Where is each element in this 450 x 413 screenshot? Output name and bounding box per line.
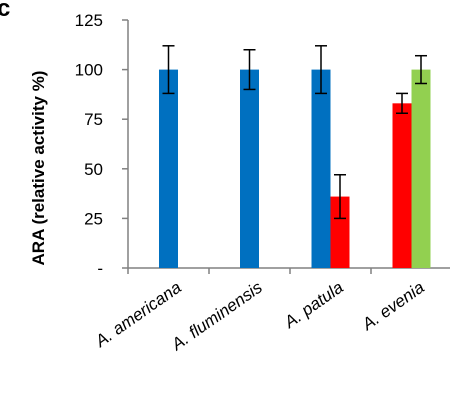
- y-tick-label: 125: [75, 11, 103, 30]
- x-tick-label: A. patula: [280, 278, 347, 333]
- y-tick-label: 50: [84, 160, 103, 179]
- error-bars: [162, 45, 427, 220]
- bar: [411, 69, 431, 268]
- bar: [392, 103, 412, 268]
- bar: [240, 69, 259, 268]
- y-ticks: - 25 50 75 100 125: [75, 11, 128, 278]
- x-tick-label: A. evenia: [358, 278, 428, 335]
- y-tick-label: 25: [84, 209, 103, 228]
- y-tick-label: 100: [75, 61, 103, 80]
- x-tick-label: A. fluminensis: [167, 277, 266, 354]
- y-tick-label: -: [97, 259, 103, 278]
- bar: [311, 69, 331, 268]
- bars: [159, 69, 431, 268]
- bar: [330, 196, 350, 268]
- y-tick-label: 75: [84, 110, 103, 129]
- panel-letter: c: [0, 0, 10, 22]
- y-axis-title: ARA (relative activity %): [29, 71, 48, 266]
- bar: [159, 69, 178, 268]
